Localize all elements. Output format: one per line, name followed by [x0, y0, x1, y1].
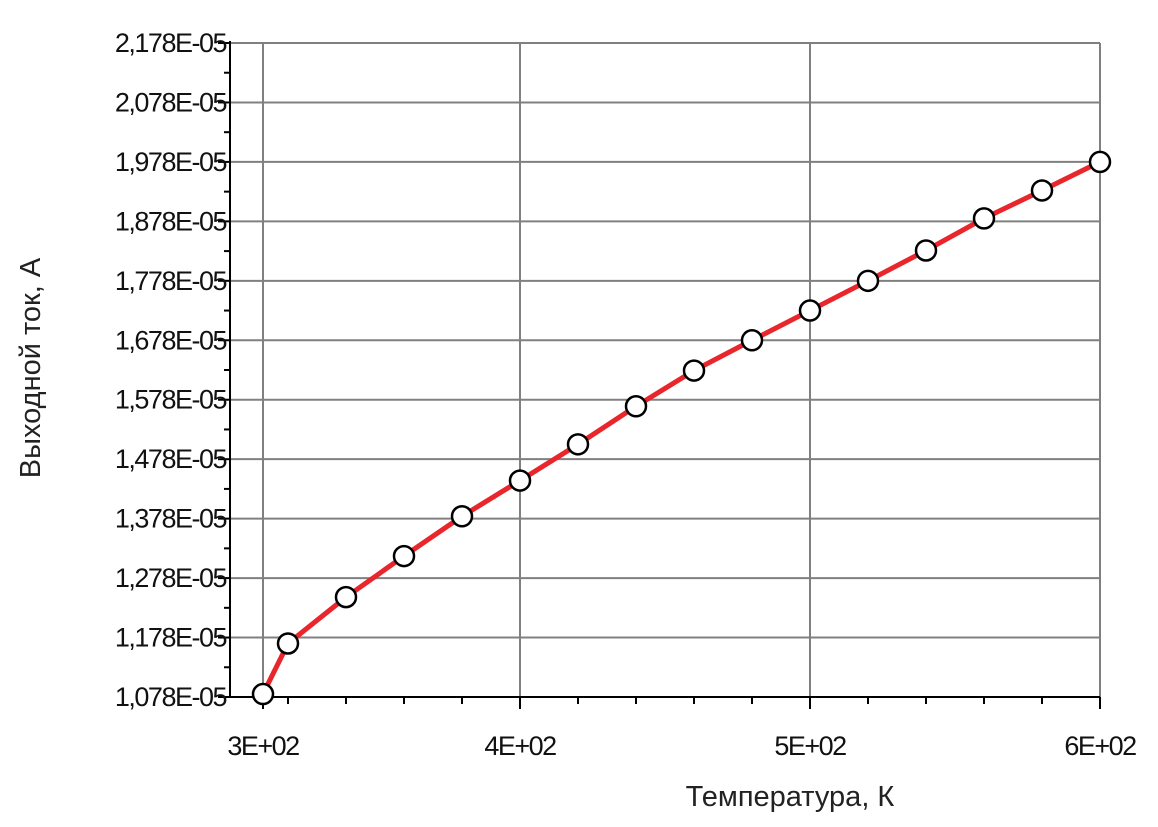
- data-point: [566, 433, 590, 456]
- x-tick-label: 3E+02: [227, 731, 299, 761]
- data-point: [1030, 179, 1054, 202]
- data-point: [251, 682, 275, 706]
- axes: [229, 41, 1100, 698]
- y-tick-labels: 1,078E-05 1,178E-05 1,278E-05 1,378E-05 1,47…: [115, 28, 228, 712]
- y-tick-label: 1,378E-05: [115, 504, 227, 534]
- data-point: [392, 544, 416, 568]
- y-tick-label: 2,078E-05: [115, 87, 227, 117]
- data-point: [972, 207, 996, 230]
- series-line: [260, 159, 1103, 697]
- y-tick-label: 1,678E-05: [115, 325, 227, 355]
- data-point: [624, 395, 648, 418]
- data-point: [740, 329, 764, 352]
- data-point: [914, 239, 938, 262]
- series-layer: [251, 150, 1112, 706]
- data-point: [798, 299, 822, 322]
- data-point: [856, 269, 880, 293]
- x-tick-label: 6E+02: [1064, 731, 1136, 761]
- x-axis-title: Температура, К: [686, 781, 895, 813]
- y-tick-label: 1,878E-05: [115, 206, 227, 236]
- x-tick-labels: 3E+02 4E+02 5E+02 6E+02: [227, 731, 1137, 761]
- y-axis-title: Выходной ток, А: [15, 257, 47, 478]
- y-tick-label: 1,078E-05: [115, 682, 227, 712]
- data-point: [334, 585, 358, 609]
- tick-marks: [218, 42, 1101, 709]
- y-tick-label: 1,778E-05: [115, 266, 227, 296]
- y-tick-label: 1,978E-05: [115, 147, 227, 177]
- x-tick-label: 5E+02: [774, 731, 846, 761]
- grid-lines: [230, 42, 1101, 697]
- y-tick-label: 1,578E-05: [115, 385, 227, 415]
- y-tick-label: 2,178E-05: [115, 28, 227, 58]
- y-tick-label: 1,278E-05: [115, 563, 227, 593]
- data-point: [276, 632, 300, 655]
- y-tick-label: 1,178E-05: [115, 623, 227, 653]
- y-tick-label: 1,478E-05: [115, 444, 227, 474]
- data-point: [508, 469, 532, 492]
- x-tick-label: 4E+02: [484, 731, 556, 761]
- data-point: [682, 359, 706, 382]
- data-point: [1088, 150, 1112, 174]
- data-point: [450, 505, 474, 528]
